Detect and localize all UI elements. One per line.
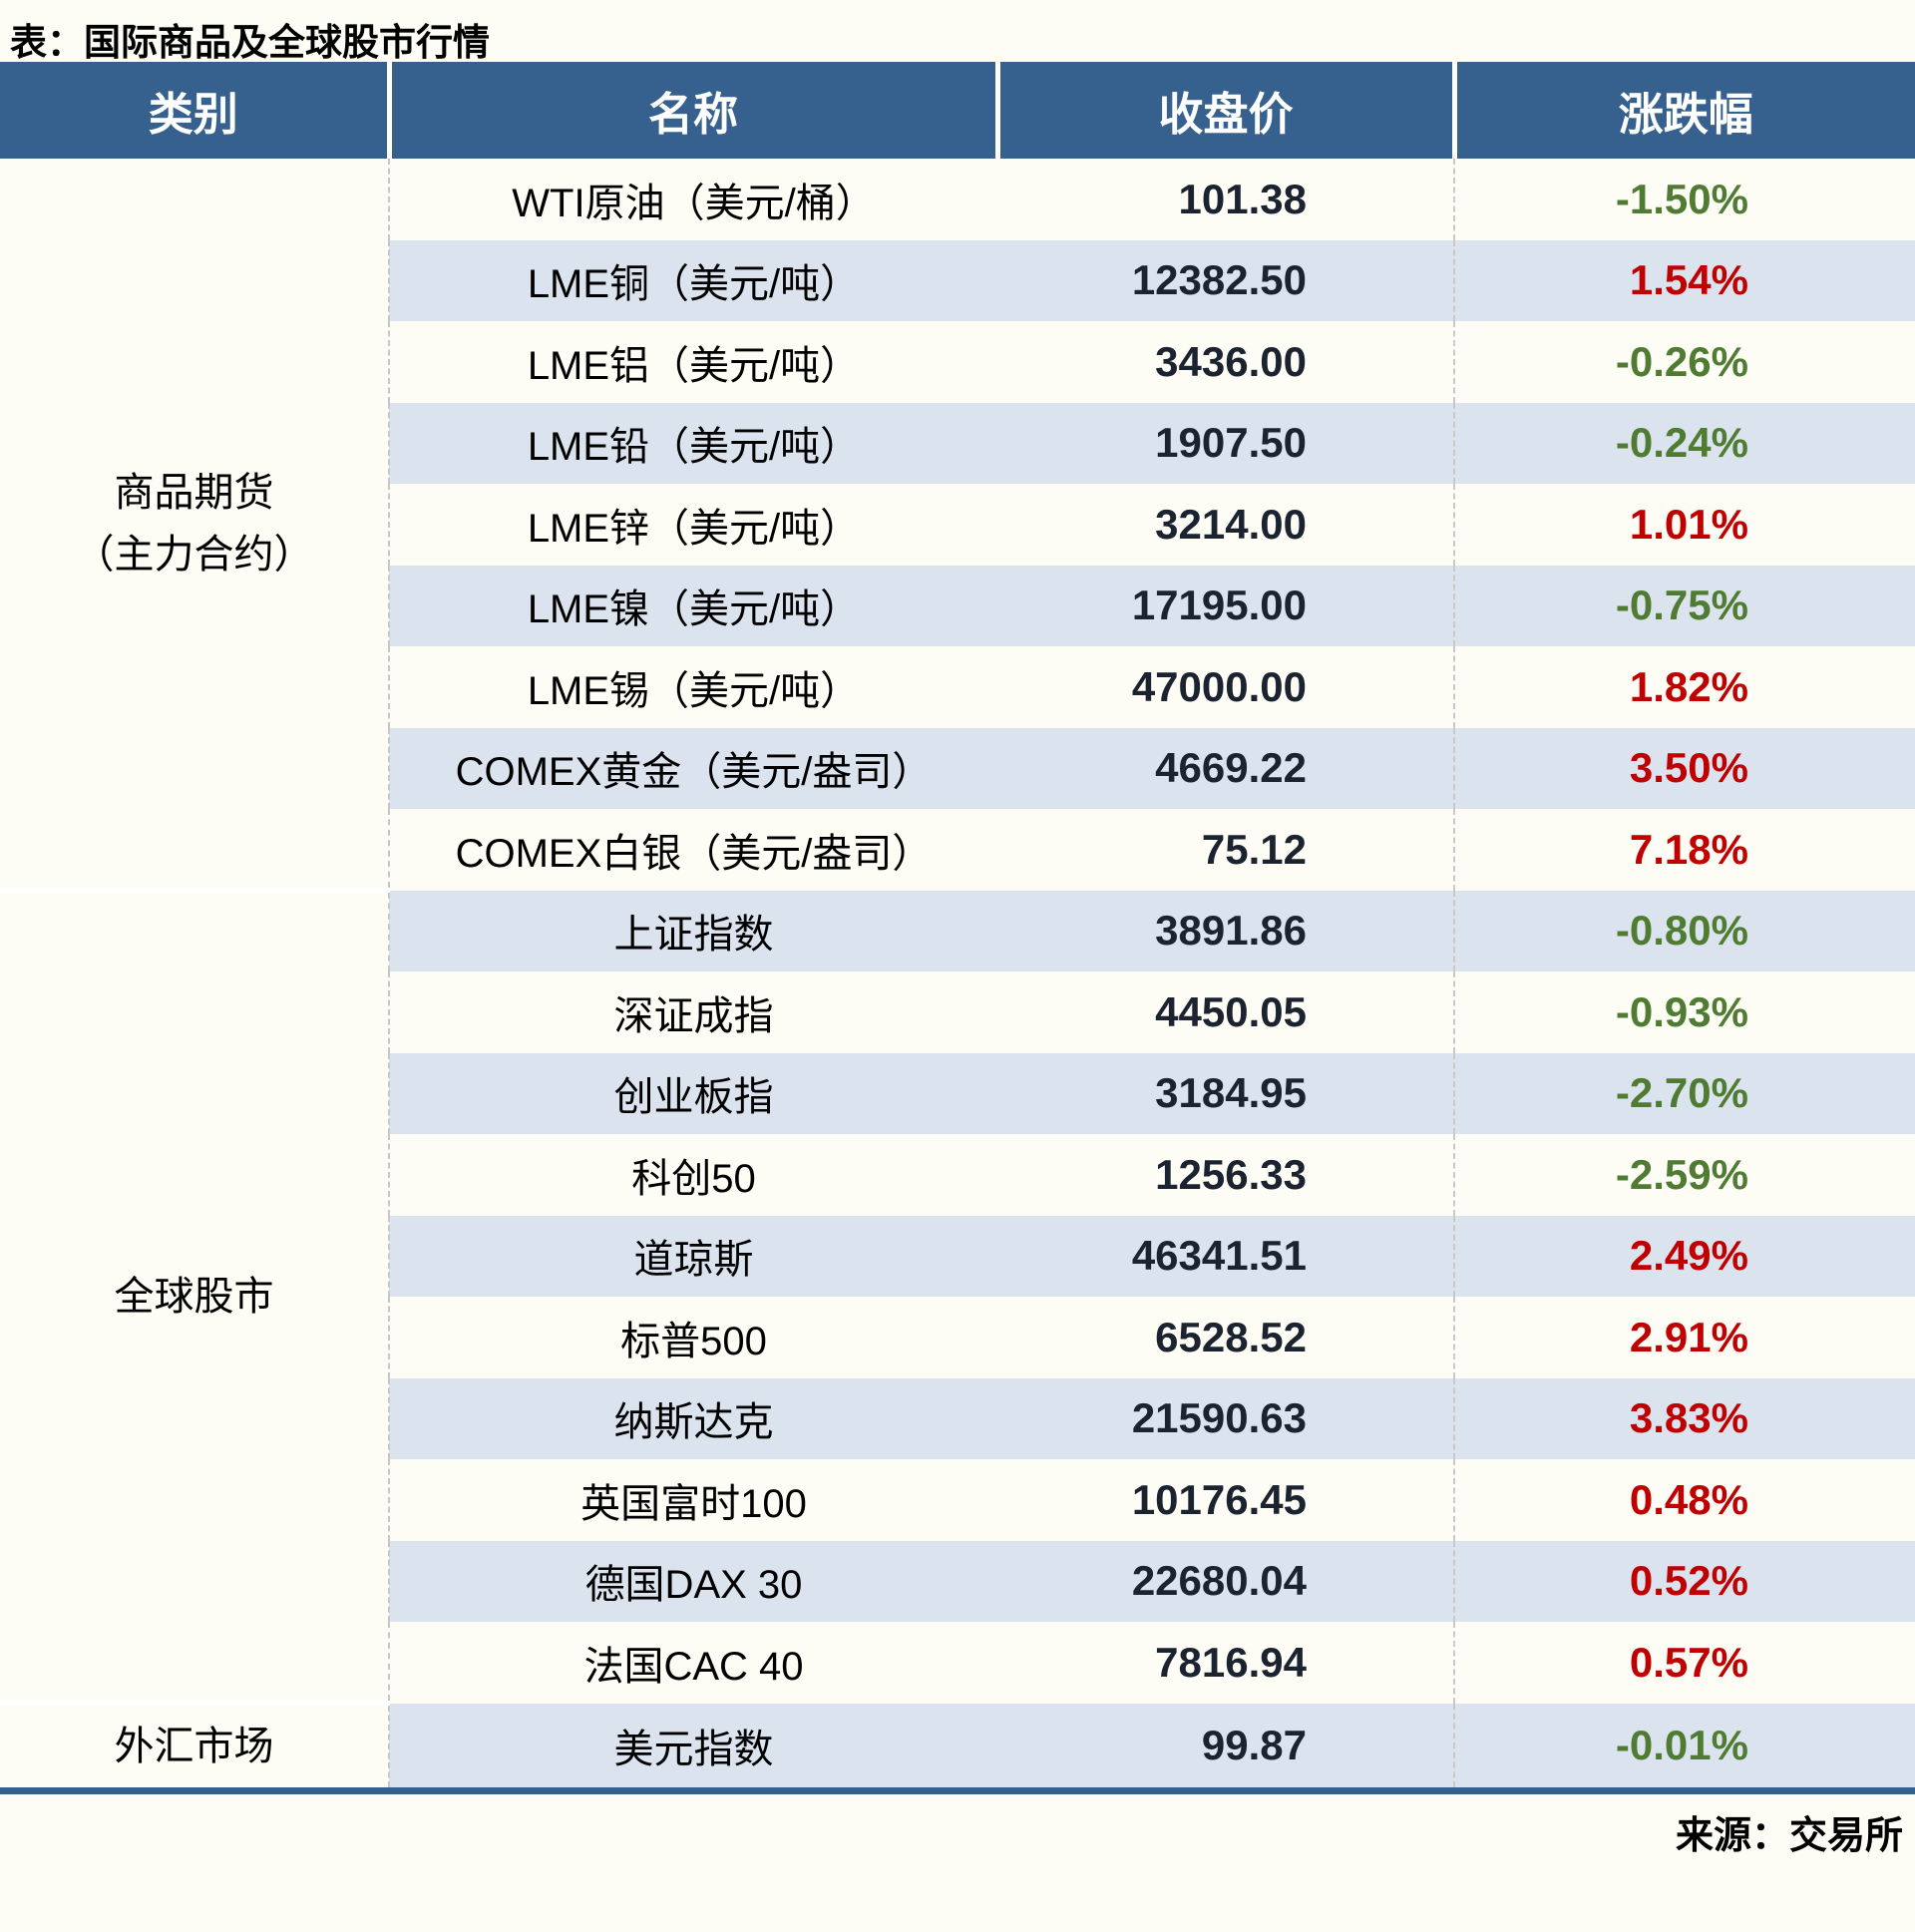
close-price-cell: 3436.00	[1155, 337, 1307, 385]
change-percent-cell: -2.59%	[1453, 1134, 1915, 1216]
change-percent-cell: 3.50%	[1453, 727, 1915, 809]
change-percent-cell: 1.82%	[1453, 646, 1915, 728]
name-cell: 纳斯达克	[389, 1377, 997, 1459]
name-cell: 深证成指	[613, 993, 774, 1038]
table-row: 创业板指 3184.95 -2.70%	[0, 1052, 1915, 1134]
table-row: COMEX白银（美元/盎司） 75.12 7.18%	[0, 809, 1915, 891]
table-row: LME锡（美元/吨） 47000.00 1.82%	[0, 646, 1915, 728]
change-percent-cell: 7.18%	[1453, 809, 1915, 891]
change-percent-cell: 0.52%	[1453, 1540, 1915, 1622]
name-cell: LME铜（美元/吨）	[389, 239, 997, 321]
change-percent-cell: 3.83%	[1453, 1377, 1915, 1459]
column-header-name: 名称	[386, 62, 997, 159]
name-cell: LME锌（美元/吨）	[527, 506, 861, 551]
source-note: 来源：交易所	[1675, 1814, 1903, 1857]
name-cell: COMEX白银（美元/盎司）	[455, 831, 933, 876]
table-row: LME铜（美元/吨） 12382.50 1.54%	[0, 239, 1915, 321]
change-percent-cell: -0.01%	[1453, 1703, 1915, 1790]
name-cell: 上证指数	[389, 890, 997, 971]
name-cell: 英国富时100	[580, 1481, 807, 1526]
close-price-cell: 3184.95	[997, 1052, 1454, 1134]
category-cell: 商品期货 （主力合约）	[0, 159, 390, 891]
change-percent-cell: 0.57%	[1453, 1622, 1915, 1704]
table-row: 道琼斯 46341.51 2.49%	[0, 1215, 1915, 1297]
change-percent-cell: 1.54%	[1453, 239, 1915, 321]
close-price-cell: 12382.50	[997, 239, 1454, 321]
table-row: 英国富时100 10176.45 0.48%	[0, 1459, 1915, 1541]
close-price-cell: 4450.05	[1155, 987, 1307, 1035]
table-row: COMEX黄金（美元/盎司） 4669.22 3.50%	[0, 727, 1915, 809]
title-bar: 表：国际商品及全球股市行情	[0, 0, 1915, 63]
close-price-cell: 1907.50	[997, 402, 1454, 484]
change-percent-cell: 2.49%	[1453, 1215, 1915, 1297]
change-percent-cell: -0.80%	[1453, 890, 1915, 971]
name-cell: 创业板指	[389, 1052, 997, 1134]
column-header-close: 收盘价	[994, 62, 1454, 159]
name-cell: LME铝（美元/吨）	[527, 343, 861, 388]
close-price-cell: 10176.45	[1131, 1475, 1307, 1523]
close-price-cell: 17195.00	[997, 565, 1454, 646]
name-cell: 法国CAC 40	[583, 1644, 804, 1689]
column-header-change: 涨跌幅	[1451, 62, 1915, 159]
close-price-cell: 22680.04	[997, 1540, 1454, 1622]
table-row: 商品期货 （主力合约） WTI原油（美元/桶） 101.38 -1.50%	[0, 159, 1915, 891]
change-percent-cell: -0.24%	[1453, 402, 1915, 484]
change-percent-cell: -0.26%	[1453, 321, 1915, 403]
change-percent-cell: -0.93%	[1453, 971, 1915, 1053]
name-cell: 美元指数	[389, 1703, 997, 1790]
name-cell: LME锡（美元/吨）	[527, 668, 861, 713]
table-row: LME铝（美元/吨） 3436.00 -0.26%	[0, 321, 1915, 403]
close-price-cell: 4669.22	[997, 727, 1454, 809]
close-price-cell: 75.12	[1201, 825, 1307, 873]
category-cell: 全球股市	[0, 888, 390, 1704]
table-row: 标普500 6528.52 2.91%	[0, 1297, 1915, 1378]
close-price-cell: 101.38	[1178, 175, 1307, 222]
close-price-cell: 1256.33	[1155, 1150, 1307, 1198]
table-row: LME锌（美元/吨） 3214.00 1.01%	[0, 484, 1915, 566]
close-price-cell: 46341.51	[997, 1215, 1454, 1297]
close-price-cell: 6528.52	[1155, 1313, 1307, 1360]
name-cell: WTI原油（美元/桶）	[512, 181, 876, 225]
table-row: 德国DAX 30 22680.04 0.52%	[0, 1540, 1915, 1622]
name-cell: LME镍（美元/吨）	[389, 565, 997, 646]
close-price-cell: 3214.00	[1155, 500, 1307, 548]
name-cell: 道琼斯	[389, 1215, 997, 1297]
name-cell: LME铅（美元/吨）	[389, 402, 997, 484]
name-cell: 德国DAX 30	[389, 1540, 997, 1622]
table-row: LME铅（美元/吨） 1907.50 -0.24%	[0, 402, 1915, 484]
name-cell: 科创50	[631, 1156, 756, 1201]
close-price-cell: 7816.94	[1155, 1638, 1307, 1686]
close-price-cell: 99.87	[997, 1703, 1454, 1790]
table-header: 类别 名称 收盘价 涨跌幅	[0, 62, 1915, 159]
name-cell: COMEX黄金（美元/盎司）	[389, 727, 997, 809]
change-percent-cell: -2.70%	[1453, 1052, 1915, 1134]
category-cell: 外汇市场	[0, 1701, 390, 1790]
change-percent-cell: -1.50%	[1453, 159, 1915, 240]
table-row: 全球股市 上证指数 3891.86 -0.80%	[0, 888, 1915, 1704]
table-row: 深证成指 4450.05 -0.93%	[0, 971, 1915, 1053]
table-row: 外汇市场 美元指数 99.87 -0.01%	[0, 1701, 1915, 1790]
header-row: 类别 名称 收盘价 涨跌幅	[0, 62, 1915, 159]
change-percent-cell: 1.01%	[1453, 484, 1915, 566]
close-price-cell: 47000.00	[1131, 662, 1307, 710]
table-body: 商品期货 （主力合约） WTI原油（美元/桶） 101.38 -1.50% LME铜（美…	[0, 159, 1915, 1790]
name-cell: 标普500	[620, 1319, 767, 1363]
change-percent-cell: 0.48%	[1453, 1459, 1915, 1541]
table-row: LME镍（美元/吨） 17195.00 -0.75%	[0, 565, 1915, 646]
column-header-category: 类别	[0, 62, 389, 159]
table-title: 表：国际商品及全球股市行情	[10, 22, 490, 63]
close-price-cell: 3891.86	[997, 890, 1454, 971]
market-table: 类别 名称 收盘价 涨跌幅 商品期货 （主力合约） WTI原油（美元/桶） 101.…	[0, 62, 1915, 1794]
table-row: 法国CAC 40 7816.94 0.57%	[0, 1622, 1915, 1704]
close-price-cell: 21590.63	[997, 1377, 1454, 1459]
table-row: 纳斯达克 21590.63 3.83%	[0, 1377, 1915, 1459]
change-percent-cell: -0.75%	[1453, 565, 1915, 646]
change-percent-cell: 2.91%	[1453, 1297, 1915, 1378]
table-row: 科创50 1256.33 -2.59%	[0, 1134, 1915, 1216]
